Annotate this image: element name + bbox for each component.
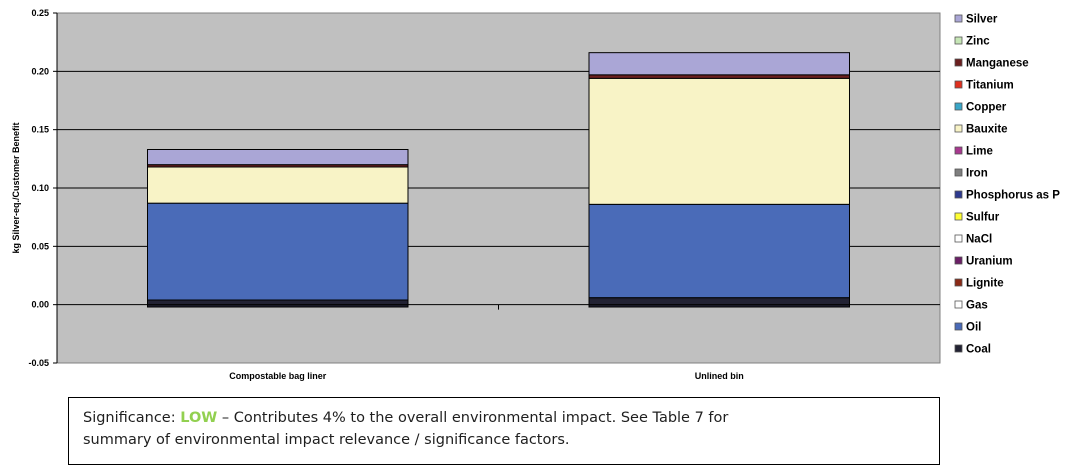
y-tick-label: 0.15 bbox=[31, 125, 49, 135]
stacked-bar-chart: 0.25 0.20 0.15 0.10 0.05 0.00 -0.05 Compostable… bbox=[11, 8, 1060, 381]
bar-segment-coal bbox=[147, 299, 409, 306]
legend-label: Lignite bbox=[966, 278, 1004, 290]
y-tick-label: 0.20 bbox=[31, 66, 49, 76]
significance-note: Significance: LOW – Contributes 4% to th… bbox=[68, 397, 940, 465]
bar-segment-coal bbox=[588, 297, 850, 306]
legend-label: Sulfur bbox=[966, 212, 1000, 224]
y-tick-label: 0.05 bbox=[31, 241, 49, 251]
x-category-label: Compostable bag liner bbox=[229, 371, 327, 381]
legend-label: Lime bbox=[966, 146, 993, 158]
y-tick-label: 0.00 bbox=[31, 300, 49, 310]
y-tick-label: 0.10 bbox=[31, 183, 49, 193]
legend-swatch bbox=[954, 102, 963, 111]
legend-label: Zinc bbox=[966, 36, 990, 48]
y-tick-label: -0.05 bbox=[28, 358, 49, 368]
legend-label: Titanium bbox=[966, 80, 1014, 92]
legend-label: Uranium bbox=[966, 256, 1013, 268]
legend-swatch bbox=[954, 278, 963, 287]
legend-swatch bbox=[954, 146, 963, 155]
legend-label: Coal bbox=[966, 344, 991, 356]
legend-swatch bbox=[954, 256, 963, 265]
legend-label: Manganese bbox=[966, 58, 1029, 70]
legend-label: Oil bbox=[966, 322, 981, 334]
legend-swatch bbox=[954, 234, 963, 243]
note-line2: summary of environmental impact relevanc… bbox=[83, 432, 570, 448]
legend-label: Silver bbox=[966, 14, 998, 26]
legend-swatch bbox=[954, 168, 963, 177]
legend-swatch bbox=[954, 124, 963, 133]
legend-swatch bbox=[954, 14, 963, 23]
legend-label: Bauxite bbox=[966, 124, 1008, 136]
note-prefix: Significance: bbox=[83, 410, 181, 426]
legend-label: Iron bbox=[966, 168, 988, 180]
significance-level: LOW bbox=[180, 410, 218, 426]
legend-swatch bbox=[954, 212, 963, 221]
bar-segment-bauxite bbox=[588, 77, 850, 205]
bar-segment-oil bbox=[588, 203, 850, 299]
bar-segment-silver bbox=[147, 149, 409, 166]
legend-label: Copper bbox=[966, 102, 1007, 114]
y-tick-label: 0.25 bbox=[31, 8, 49, 18]
legend-swatch bbox=[954, 344, 963, 353]
bar-segment-bauxite bbox=[147, 166, 409, 204]
legend-swatch bbox=[954, 80, 963, 89]
bar-segment-manganese bbox=[588, 74, 850, 79]
y-axis-label: kg Silver-eq./Customer Benefit bbox=[11, 122, 21, 253]
legend-swatch bbox=[954, 300, 963, 309]
legend-label: NaCl bbox=[966, 234, 992, 246]
legend-swatch bbox=[954, 58, 963, 67]
legend-label: Phosphorus as P bbox=[966, 190, 1060, 202]
bar-segment-oil bbox=[147, 202, 409, 301]
note-line1-rest: – Contributes 4% to the overall environm… bbox=[217, 410, 729, 426]
legend-swatch bbox=[954, 322, 963, 331]
legend-swatch bbox=[954, 190, 963, 199]
x-category-label: Unlined bin bbox=[695, 371, 744, 381]
legend-label: Gas bbox=[966, 300, 988, 312]
bar-segment-silver bbox=[588, 52, 850, 76]
legend-swatch bbox=[954, 36, 963, 45]
